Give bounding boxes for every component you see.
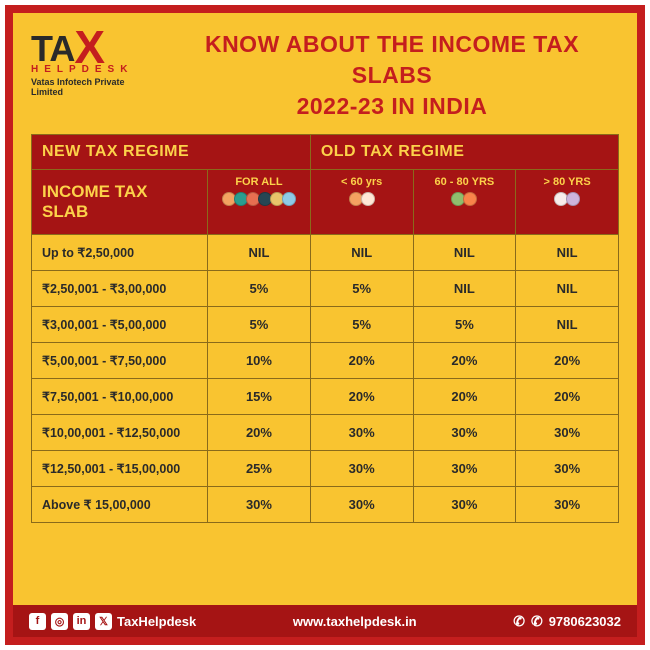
- table-row: ₹2,50,001 - ₹3,00,0005%5%NILNIL: [32, 271, 619, 307]
- slab-header: INCOME TAX SLAB: [32, 170, 208, 235]
- rate-cell: 5%: [208, 307, 311, 343]
- linkedin-icon[interactable]: in: [73, 613, 90, 630]
- logo: TAX HELPDESK Vatas Infotech Private Limi…: [31, 25, 151, 97]
- rate-cell: NIL: [208, 235, 311, 271]
- rate-cell: NIL: [516, 307, 619, 343]
- phone-icon[interactable]: ✆: [531, 613, 543, 630]
- phone-block: ✆ ✆ 9780623032: [513, 613, 621, 630]
- rate-cell: NIL: [516, 271, 619, 307]
- table-row: ₹5,00,001 - ₹7,50,00010%20%20%20%: [32, 343, 619, 379]
- table-row: ₹10,00,001 - ₹12,50,00020%30%30%30%: [32, 415, 619, 451]
- rate-cell: 5%: [208, 271, 311, 307]
- new-regime-header: NEW TAX REGIME: [32, 135, 311, 170]
- slab-cell: ₹12,50,001 - ₹15,00,000: [32, 451, 208, 487]
- col-lt60-label: < 60 yrs: [313, 176, 411, 188]
- logo-text-x: X: [74, 27, 104, 68]
- rate-cell: 30%: [516, 415, 619, 451]
- rate-cell: 20%: [516, 343, 619, 379]
- avatar-icon: [566, 192, 580, 206]
- rate-cell: 10%: [208, 343, 311, 379]
- rate-cell: 30%: [413, 415, 516, 451]
- category-header-row: INCOME TAX SLAB FOR ALL < 60 yrs 60 - 80…: [32, 170, 619, 235]
- table-row: Up to ₹2,50,000NILNILNILNIL: [32, 235, 619, 271]
- title-line-1: KNOW ABOUT THE INCOME TAX SLABS: [165, 29, 619, 91]
- rate-cell: 20%: [310, 379, 413, 415]
- table-body: Up to ₹2,50,000NILNILNILNIL₹2,50,001 - ₹…: [32, 235, 619, 523]
- rate-cell: 30%: [516, 451, 619, 487]
- table-row: Above ₹ 15,00,00030%30%30%30%: [32, 487, 619, 523]
- avatar-group-lt60: [313, 192, 411, 206]
- rate-cell: 30%: [310, 487, 413, 523]
- social-block: f ◎ in 𝕏 TaxHelpdesk: [29, 613, 196, 630]
- col-for-all-label: FOR ALL: [210, 176, 308, 188]
- rate-cell: NIL: [413, 271, 516, 307]
- slab-cell: ₹3,00,001 - ₹5,00,000: [32, 307, 208, 343]
- website-link[interactable]: www.taxhelpdesk.in: [293, 614, 417, 629]
- rate-cell: 30%: [208, 487, 311, 523]
- footer-bar: f ◎ in 𝕏 TaxHelpdesk www.taxhelpdesk.in …: [13, 605, 637, 637]
- col-for-all: FOR ALL: [208, 170, 311, 235]
- slab-cell: ₹10,00,001 - ₹12,50,000: [32, 415, 208, 451]
- col-gt80: > 80 YRS: [516, 170, 619, 235]
- avatar-icon: [463, 192, 477, 206]
- page-title: KNOW ABOUT THE INCOME TAX SLABS 2022-23 …: [165, 25, 619, 122]
- rate-cell: 20%: [208, 415, 311, 451]
- twitter-icon[interactable]: 𝕏: [95, 613, 112, 630]
- col-6080: 60 - 80 YRS: [413, 170, 516, 235]
- rate-cell: 5%: [310, 307, 413, 343]
- rate-cell: 20%: [310, 343, 413, 379]
- logo-company: Vatas Infotech Private Limited: [31, 77, 151, 97]
- old-regime-header: OLD TAX REGIME: [310, 135, 618, 170]
- rate-cell: 30%: [310, 415, 413, 451]
- slab-cell: Above ₹ 15,00,000: [32, 487, 208, 523]
- rate-cell: 30%: [413, 487, 516, 523]
- rate-cell: 30%: [310, 451, 413, 487]
- avatar-icon: [282, 192, 296, 206]
- whatsapp-icon[interactable]: ✆: [513, 613, 525, 630]
- rate-cell: 5%: [310, 271, 413, 307]
- slab-cell: ₹5,00,001 - ₹7,50,000: [32, 343, 208, 379]
- rate-cell: 25%: [208, 451, 311, 487]
- logo-text-a: TA: [31, 28, 74, 69]
- col-gt80-label: > 80 YRS: [518, 176, 616, 188]
- rate-cell: 20%: [413, 343, 516, 379]
- slab-cell: Up to ₹2,50,000: [32, 235, 208, 271]
- regime-header-row: NEW TAX REGIME OLD TAX REGIME: [32, 135, 619, 170]
- logo-wordmark: TAX: [31, 25, 151, 66]
- rate-cell: 5%: [413, 307, 516, 343]
- facebook-icon[interactable]: f: [29, 613, 46, 630]
- rate-cell: 20%: [413, 379, 516, 415]
- header: TAX HELPDESK Vatas Infotech Private Limi…: [31, 25, 619, 122]
- social-handle: TaxHelpdesk: [117, 614, 196, 629]
- rate-cell: 30%: [413, 451, 516, 487]
- phone-number[interactable]: 9780623032: [549, 614, 621, 629]
- title-line-2: 2022-23 IN INDIA: [165, 91, 619, 122]
- avatar-group-gt80: [518, 192, 616, 206]
- rate-cell: 30%: [516, 487, 619, 523]
- avatar-group-all: [210, 192, 308, 206]
- col-lt60: < 60 yrs: [310, 170, 413, 235]
- tax-slab-table: NEW TAX REGIME OLD TAX REGIME INCOME TAX…: [31, 134, 619, 523]
- avatar-group-6080: [416, 192, 514, 206]
- infographic-frame: TAX HELPDESK Vatas Infotech Private Limi…: [5, 5, 645, 645]
- col-6080-label: 60 - 80 YRS: [416, 176, 514, 188]
- rate-cell: NIL: [516, 235, 619, 271]
- table-row: ₹7,50,001 - ₹10,00,00015%20%20%20%: [32, 379, 619, 415]
- rate-cell: NIL: [310, 235, 413, 271]
- avatar-icon: [361, 192, 375, 206]
- rate-cell: 15%: [208, 379, 311, 415]
- rate-cell: 20%: [516, 379, 619, 415]
- instagram-icon[interactable]: ◎: [51, 613, 68, 630]
- rate-cell: NIL: [413, 235, 516, 271]
- slab-cell: ₹7,50,001 - ₹10,00,000: [32, 379, 208, 415]
- slab-cell: ₹2,50,001 - ₹3,00,000: [32, 271, 208, 307]
- table-row: ₹3,00,001 - ₹5,00,0005%5%5%NIL: [32, 307, 619, 343]
- table-row: ₹12,50,001 - ₹15,00,00025%30%30%30%: [32, 451, 619, 487]
